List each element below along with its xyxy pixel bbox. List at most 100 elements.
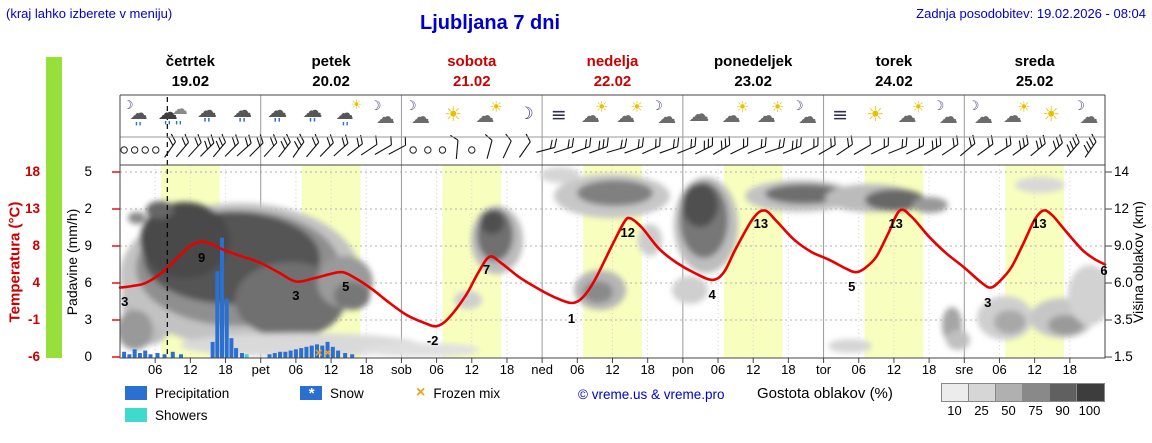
wind-barb-icon: [518, 133, 531, 158]
glyph: ☀: [350, 98, 363, 113]
credit-link[interactable]: © vreme.us & vreme.pro: [578, 387, 725, 402]
weather-icon-rain: ☁ '': [226, 98, 260, 134]
glyph: ☁: [171, 99, 188, 118]
barb-tick: [659, 136, 661, 146]
calm-wind-icon: [141, 146, 149, 154]
weather-icon-moon-cloud: ☽ ☁: [367, 98, 401, 134]
barb-shaft: [818, 144, 836, 155]
calm-wind-icon: [130, 146, 139, 154]
barb-shaft: [319, 142, 334, 157]
barb-tick: [299, 133, 305, 143]
barb-tick: [286, 133, 291, 143]
weather-icon-wind: ≡: [543, 98, 577, 134]
calm-wind-icon: [438, 146, 447, 154]
barb-tick: [707, 138, 709, 148]
barb-tick: [677, 137, 680, 147]
day-date: 21.02: [453, 73, 491, 90]
precipitation-bar: [215, 271, 220, 358]
glyph: ☁: [973, 106, 993, 128]
barb-tick: [972, 134, 976, 144]
weather-icon-sun-rain: ☀ ☁ '': [332, 98, 366, 134]
barb-tick: [296, 137, 302, 146]
barb-tick: [637, 139, 640, 149]
barb-tick: [624, 138, 628, 148]
glyph: ☁: [267, 98, 288, 122]
x-axis-label: 18: [218, 362, 233, 377]
x-axis-label: 06: [570, 362, 585, 377]
barb-tick: [1069, 140, 1074, 150]
calm-wind-icon: [468, 146, 476, 154]
snowflake-icon: *: [308, 385, 314, 402]
frozen-mix-icon: ×: [416, 384, 426, 401]
barb-tick: [1075, 133, 1080, 143]
glyph: ☽: [518, 104, 534, 124]
barb-tick: [567, 139, 570, 149]
barb-shaft: [224, 142, 239, 157]
wind-barb-icon: [571, 137, 592, 154]
barb-tick: [194, 137, 199, 147]
wind-barb-icon: [236, 134, 252, 157]
barb-tick: [283, 137, 289, 146]
glyph: ☁: [688, 102, 710, 126]
temperature-scale-strip: [46, 57, 62, 358]
wind-barb-icon: [923, 136, 942, 155]
precipitation-bar: [320, 345, 325, 358]
barb-tick: [952, 137, 955, 147]
weather-icon-rain: ☁ '': [191, 98, 225, 134]
barb-shaft: [164, 141, 176, 158]
precip-tick-label: 3: [84, 312, 92, 327]
wind-barb-icon: [263, 134, 278, 158]
barb-tick: [218, 137, 224, 147]
barb-tick: [525, 133, 531, 143]
calm-wind-icon: [424, 146, 432, 154]
weather-icon-sun-cloud: ☀ ☁: [754, 98, 788, 134]
barb-shaft: [486, 140, 493, 159]
barb-tick: [326, 137, 331, 147]
barb-shaft: [347, 143, 363, 156]
barb-tick: [221, 133, 227, 143]
wind-barb-icon: [292, 133, 305, 158]
barb-shaft: [292, 141, 305, 158]
wind-barb-icon: [188, 134, 202, 158]
barb-shaft: [306, 141, 320, 158]
barb-shaft: [642, 145, 660, 155]
precip-tick-label: 6: [84, 275, 92, 290]
barb-tick: [672, 139, 675, 149]
barb-shaft: [606, 146, 626, 154]
weather-icon-moon-cloud: ☽ ☁: [402, 98, 436, 134]
weather-icon-heavy-rain: ☁ ☁ '' '': [156, 98, 190, 134]
wind-barb-icon: [319, 134, 334, 157]
x-axis-label: tor: [815, 362, 832, 377]
x-axis-label: 06: [710, 362, 726, 377]
barb-tick: [641, 137, 644, 147]
barb-shaft: [388, 144, 406, 155]
barb-shaft: [923, 144, 941, 155]
barb-shaft: [502, 140, 512, 159]
precipitation-swatch-icon: [125, 386, 147, 400]
legend-label: Frozen mix: [433, 385, 501, 401]
x-axis-label: ned: [531, 362, 553, 377]
glyph: ☀: [1042, 102, 1061, 126]
barb-tick: [168, 137, 174, 146]
weather-icon-sun-cloud: ☀ ☁: [719, 98, 753, 134]
x-axis-label: 12: [464, 362, 480, 377]
day-date: 20.02: [312, 73, 350, 90]
cloud-density-swatch: [995, 383, 1024, 402]
precipitation-bar: [325, 341, 330, 358]
weather-icon-sun-cloud: ☀ ☁: [472, 98, 506, 134]
precipitation-bar: [220, 237, 225, 358]
weather-icon-rain: ☁ '': [261, 98, 295, 134]
wind-barb-icon: [388, 136, 407, 155]
barb-shaft: [536, 146, 555, 153]
barb-tick: [968, 137, 972, 147]
wind-barb-icon: [502, 133, 512, 159]
barb-shaft: [571, 146, 590, 154]
barb-shaft: [1048, 142, 1063, 157]
x-axis-label: 12: [183, 362, 198, 377]
barb-tick: [356, 137, 360, 147]
page-title: Ljubljana 7 dni: [419, 12, 560, 34]
legend-frozen-mix: × Frozen mix: [416, 385, 500, 401]
glyph: '': [163, 119, 172, 133]
barb-tick: [184, 133, 190, 143]
wind-barb-icon: [888, 137, 908, 154]
